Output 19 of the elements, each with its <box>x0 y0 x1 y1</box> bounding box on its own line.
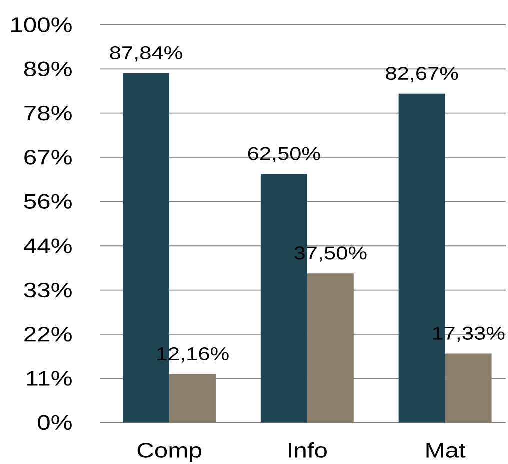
y-tick-label: 56% <box>24 194 72 209</box>
x-tick-label: Comp <box>138 443 202 462</box>
bar <box>307 274 354 423</box>
y-tick-label: 44% <box>24 238 72 254</box>
y-tick-label: 33% <box>24 282 72 298</box>
y-tick-label: 0% <box>38 415 72 430</box>
y-tick-label: 22% <box>24 327 72 342</box>
data-label: 62,50% <box>248 147 320 162</box>
x-tick-label: Mat <box>426 443 466 458</box>
x-tick-label: Info <box>289 442 327 458</box>
data-label: 82,67% <box>386 67 458 82</box>
y-tick-label: 11% <box>27 371 72 386</box>
bar <box>170 374 216 423</box>
data-label: 87,84% <box>110 46 182 62</box>
y-tick-label: 89% <box>24 62 72 77</box>
bar <box>445 354 492 423</box>
y-tick-label: 78% <box>24 106 72 121</box>
y-tick-label: 67% <box>24 150 72 165</box>
y-tick-label: 100% <box>12 18 72 32</box>
